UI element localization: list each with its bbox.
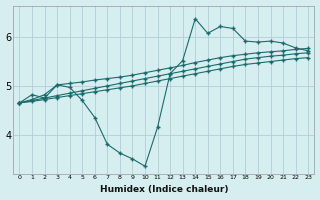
X-axis label: Humidex (Indice chaleur): Humidex (Indice chaleur) xyxy=(100,185,228,194)
